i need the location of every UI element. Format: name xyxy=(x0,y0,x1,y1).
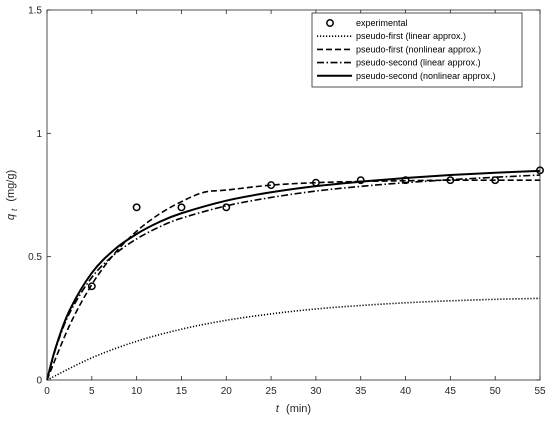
model-curves xyxy=(46,169,541,381)
x-tick-label: 25 xyxy=(266,386,278,397)
y-axis-ticks: 0 0.5 1 1.5 xyxy=(28,6,540,387)
data-point xyxy=(401,176,410,185)
data-point xyxy=(267,181,276,190)
series-line-1 xyxy=(46,297,541,381)
legend-entries: experimental pseudo-first (linear approx.… xyxy=(317,18,496,81)
y-tick-label: 0.5 xyxy=(28,252,42,263)
series-line-4 xyxy=(46,169,541,381)
y-tick-label: 1 xyxy=(36,129,42,140)
legend-label: experimental xyxy=(356,18,408,28)
data-point xyxy=(491,176,500,185)
x-axis-label: t (min) xyxy=(276,403,311,415)
legend-label: pseudo-second (linear approx.) xyxy=(356,58,481,68)
y-tick-label: 0 xyxy=(36,376,42,387)
y-axis-unit: (mg/g) xyxy=(5,170,17,202)
x-axis-symbol: t xyxy=(276,403,280,415)
data-point xyxy=(446,176,455,185)
data-point xyxy=(311,178,320,187)
data-point xyxy=(132,203,141,212)
x-tick-label: 10 xyxy=(131,386,143,397)
data-point xyxy=(222,203,231,212)
x-tick-label: 45 xyxy=(445,386,457,397)
data-point xyxy=(87,282,96,291)
x-tick-label: 15 xyxy=(176,386,188,397)
x-tick-label: 30 xyxy=(310,386,322,397)
y-tick-label: 1.5 xyxy=(28,6,42,17)
series-line-3 xyxy=(46,174,541,381)
legend-label: pseudo-second (nonlinear approx.) xyxy=(356,71,496,81)
legend-label: pseudo-first (linear approx.) xyxy=(356,31,466,41)
x-axis-ticks: 0 5 10 15 20 25 30 35 40 45 50 55 xyxy=(44,10,546,397)
x-tick-label: 0 xyxy=(44,386,50,397)
x-tick-label: 20 xyxy=(221,386,233,397)
data-point xyxy=(177,203,186,212)
x-tick-label: 5 xyxy=(89,386,95,397)
y-axis-label: q t (mg/g) xyxy=(5,170,20,220)
data-point xyxy=(356,176,365,185)
x-tick-label: 35 xyxy=(355,386,367,397)
legend: experimental pseudo-first (linear approx.… xyxy=(311,12,523,88)
series-line-2 xyxy=(46,179,540,381)
x-tick-label: 40 xyxy=(400,386,412,397)
legend-marker xyxy=(326,19,334,27)
x-axis-unit: (min) xyxy=(286,403,311,415)
y-axis-symbol: q xyxy=(5,213,17,220)
y-axis-subscript: t xyxy=(10,208,19,211)
legend-label: pseudo-first (nonlinear approx.) xyxy=(356,44,481,54)
plot-frame xyxy=(46,9,541,381)
x-tick-label: 50 xyxy=(490,386,502,397)
x-tick-label: 55 xyxy=(534,386,546,397)
